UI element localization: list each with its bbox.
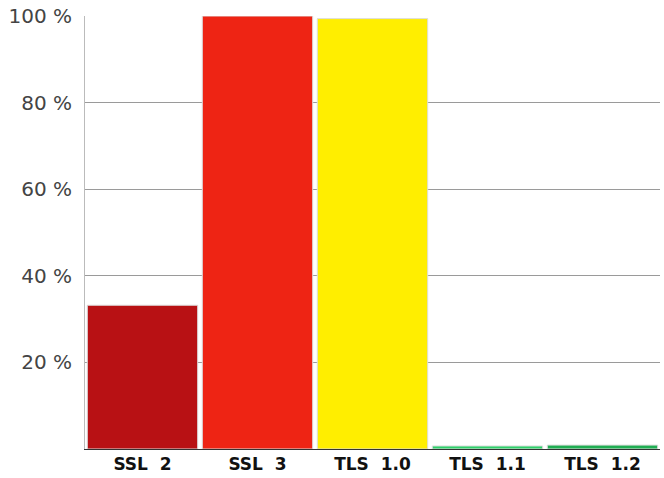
svg-text:60 %: 60 % bbox=[21, 177, 72, 201]
svg-text:100 %: 100 % bbox=[8, 4, 72, 28]
svg-text:20 %: 20 % bbox=[21, 350, 72, 374]
svg-text:SSL 3: SSL 3 bbox=[228, 454, 286, 474]
svg-text:TLS 1.1: TLS 1.1 bbox=[449, 454, 526, 474]
svg-text:SSL 2: SSL 2 bbox=[113, 454, 171, 474]
svg-text:TLS 1.2: TLS 1.2 bbox=[564, 454, 641, 474]
svg-text:80 %: 80 % bbox=[21, 91, 72, 115]
svg-text:40 %: 40 % bbox=[21, 264, 72, 288]
svg-text:TLS 1.0: TLS 1.0 bbox=[334, 454, 411, 474]
